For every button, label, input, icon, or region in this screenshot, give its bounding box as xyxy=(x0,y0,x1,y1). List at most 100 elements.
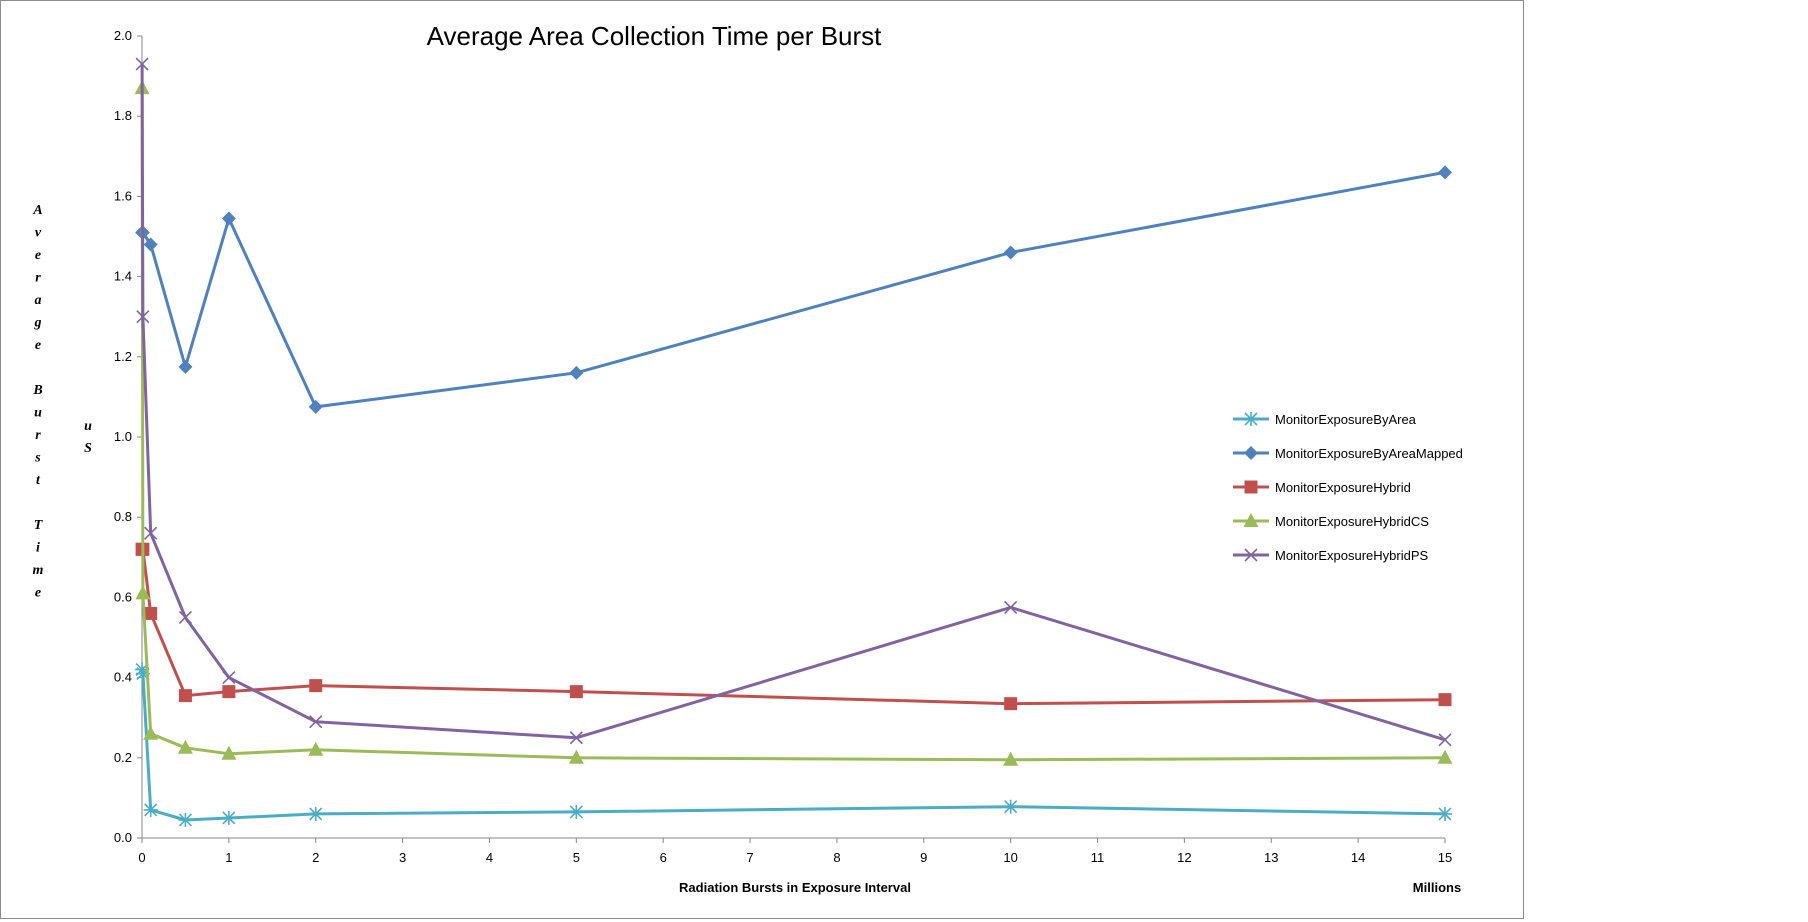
data-point-stroke xyxy=(136,310,150,324)
x-tick-label: 10 xyxy=(1003,850,1017,865)
data-point xyxy=(1437,749,1453,764)
x-axis: 0 1 2 3 4 5 6 7 8 9 10 11 12 13 14 15 xyxy=(138,837,1452,865)
data-point xyxy=(1003,245,1018,260)
x-tick-label: 15 xyxy=(1438,850,1452,865)
data-point xyxy=(1244,412,1258,426)
legend-item: MonitorExposureHybrid xyxy=(1233,480,1411,495)
data-point xyxy=(1438,693,1452,707)
y-tick-label: 0.6 xyxy=(114,589,132,604)
legend-label: MonitorExposureHybridCS xyxy=(1275,514,1429,529)
y-tick-label: 0.4 xyxy=(114,670,132,685)
x-tick-label: 13 xyxy=(1264,850,1278,865)
data-point-stroke xyxy=(135,57,149,71)
data-point-stroke xyxy=(1438,733,1452,747)
series-layer xyxy=(134,57,1453,827)
x-tick-label: 4 xyxy=(486,850,493,865)
data-point xyxy=(136,310,150,324)
chart-title: Average Area Collection Time per Burst xyxy=(427,21,883,51)
data-point-stroke xyxy=(1244,548,1258,562)
legend-label: MonitorExposureByAreaMapped xyxy=(1275,446,1463,461)
x-axis-title: Radiation Bursts in Exposure Interval xyxy=(679,880,911,895)
y-axis-title-char: u xyxy=(34,406,42,421)
x-tick-label: 9 xyxy=(920,850,927,865)
data-point xyxy=(1438,806,1452,821)
data-point xyxy=(221,211,236,226)
data-point xyxy=(222,671,236,685)
data-point-stroke xyxy=(222,671,236,685)
y-axis-title-char: v xyxy=(35,226,42,241)
y-tick-label: 0.2 xyxy=(114,750,132,765)
y-tick-label: 1.8 xyxy=(114,108,132,123)
data-point xyxy=(308,741,324,756)
data-point xyxy=(221,745,237,760)
y-axis: 0.0 0.2 0.4 0.6 0.8 1.0 1.2 1.4 1.6 1.8 2.0 xyxy=(114,28,143,845)
legend-label: MonitorExposureByArea xyxy=(1275,412,1417,427)
y-axis-title-char: i xyxy=(36,541,40,556)
data-point xyxy=(178,610,192,625)
y-tick-label: 0.8 xyxy=(114,509,132,524)
y-axis-title-char: e xyxy=(35,338,41,353)
x-tick-label: 11 xyxy=(1091,850,1105,865)
legend-item: MonitorExposureHybridPS xyxy=(1233,548,1429,563)
y-axis-title-char: g xyxy=(34,316,42,331)
data-point xyxy=(143,725,159,740)
x-tick-label: 8 xyxy=(833,850,840,865)
y-axis-unit-char: u xyxy=(84,419,92,434)
series-line xyxy=(140,64,1446,742)
data-point xyxy=(1244,480,1258,494)
series-MonitorExposureHybridPS xyxy=(135,57,1452,747)
data-point xyxy=(1004,697,1018,711)
data-point xyxy=(309,715,323,729)
y-axis-title-char: t xyxy=(36,473,41,488)
data-point xyxy=(135,57,149,71)
series-line xyxy=(140,88,1446,762)
data-point xyxy=(1244,446,1258,460)
data-point xyxy=(177,739,193,754)
series-line xyxy=(140,669,1446,822)
y-axis-title-char: s xyxy=(34,451,41,466)
data-point xyxy=(1003,751,1019,766)
y-axis-title-char: e xyxy=(35,586,41,601)
data-point xyxy=(222,685,236,699)
y-tick-label: 1.0 xyxy=(114,429,132,444)
y-axis-unit-char: S xyxy=(84,441,92,456)
data-point xyxy=(1004,600,1018,614)
y-axis-title-char: r xyxy=(35,428,41,443)
x-tick-label: 3 xyxy=(399,850,406,865)
data-point xyxy=(135,585,151,600)
legend-item: MonitorExposureByAreaMapped xyxy=(1233,446,1463,461)
y-axis-title-char: B xyxy=(32,383,42,398)
legend-label: MonitorExposureHybridPS xyxy=(1275,548,1429,563)
data-point xyxy=(144,526,158,540)
data-point xyxy=(178,812,193,827)
x-tick-label: 12 xyxy=(1177,850,1191,865)
y-tick-label: 1.6 xyxy=(114,188,132,203)
series-line xyxy=(141,170,1446,409)
data-point-stroke xyxy=(144,526,158,540)
data-point xyxy=(309,679,323,693)
series-MonitorExposureByAreaMapped xyxy=(135,165,1452,414)
data-point xyxy=(1003,799,1018,814)
data-point-stroke xyxy=(309,715,323,729)
y-tick-label: 1.4 xyxy=(114,269,132,284)
x-tick-label: 2 xyxy=(312,850,319,865)
x-tick-label: 1 xyxy=(225,850,232,865)
y-tick-label: 0.0 xyxy=(114,830,132,845)
y-tick-label: 2.0 xyxy=(114,28,132,43)
legend-item: MonitorExposureHybridCS xyxy=(1233,513,1429,529)
data-point-stroke xyxy=(569,731,583,745)
y-axis-title-char: a xyxy=(35,293,42,308)
y-axis-title-char: T xyxy=(34,518,44,533)
data-point xyxy=(1438,733,1452,747)
legend-label: MonitorExposureHybrid xyxy=(1275,480,1411,495)
y-tick-label: 1.2 xyxy=(114,349,132,364)
x-tick-label: 14 xyxy=(1351,850,1365,865)
series-MonitorExposureHybridCS xyxy=(134,80,1453,766)
x-tick-label: 0 xyxy=(138,850,145,865)
data-point xyxy=(569,685,583,699)
y-axis-title-char: r xyxy=(35,271,41,286)
y-axis-title-char: A xyxy=(32,203,42,218)
data-point xyxy=(221,810,236,825)
